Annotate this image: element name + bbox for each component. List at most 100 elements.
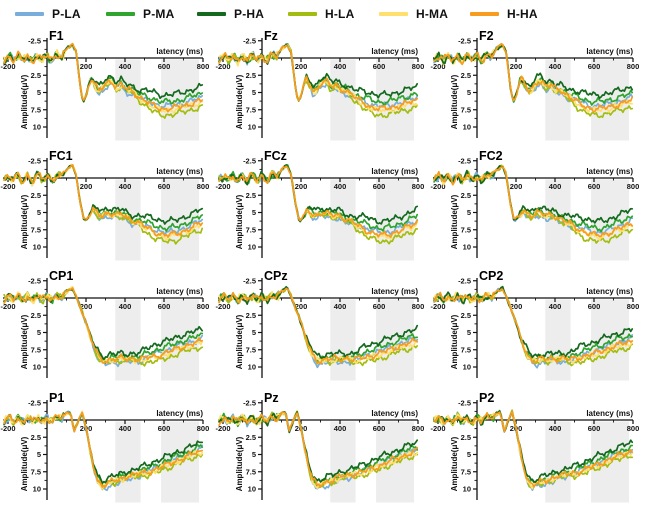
svg-text:5: 5 <box>37 328 41 337</box>
panel-Fz: -200 200 400 600 800 -2.5 2.5 5 7.5 10 latency (ms… <box>215 28 430 148</box>
waveform-P-HA <box>3 164 204 225</box>
svg-text:200: 200 <box>80 182 93 191</box>
svg-text:2.5: 2.5 <box>246 191 256 200</box>
svg-text:600: 600 <box>373 182 386 191</box>
svg-text:10: 10 <box>248 123 256 132</box>
svg-text:5: 5 <box>467 208 471 217</box>
y-axis-title: Amplitude(μV) <box>20 436 29 491</box>
svg-text:400: 400 <box>119 62 132 71</box>
waveform-H-HA <box>3 42 204 113</box>
panel-FC1: -200 200 400 600 800 -2.5 2.5 5 7.5 10 latency (ms… <box>0 148 215 268</box>
svg-text:-200: -200 <box>0 182 15 191</box>
svg-text:-2.5: -2.5 <box>458 398 471 407</box>
svg-text:-200: -200 <box>215 424 230 433</box>
tick-labels: -200 200 400 600 800 -2.5 2.5 5 7.5 10 <box>215 276 424 371</box>
panel-FC2: -200 200 400 600 800 -2.5 2.5 5 7.5 10 latency (ms… <box>430 148 655 268</box>
panel-title: CP1 <box>49 269 73 283</box>
waveform-H-HA <box>433 410 634 488</box>
svg-text:-200: -200 <box>0 302 15 311</box>
waveform-H-HA <box>433 166 634 238</box>
tick-labels: -200 200 400 600 800 -2.5 2.5 5 7.5 10 <box>215 36 424 131</box>
svg-text:400: 400 <box>334 424 347 433</box>
svg-text:7.5: 7.5 <box>31 105 41 114</box>
legend-line-swatch <box>15 12 44 16</box>
svg-text:-2.5: -2.5 <box>458 36 471 45</box>
tick-labels: -200 200 400 600 800 -2.5 2.5 5 7.5 10 <box>0 156 209 251</box>
svg-text:-200: -200 <box>0 424 15 433</box>
y-axis-title: Amplitude(μV) <box>450 314 459 369</box>
svg-text:800: 800 <box>627 424 640 433</box>
panel-title: F1 <box>49 29 64 43</box>
x-axis-title: latency (ms) <box>586 409 633 418</box>
svg-text:-200: -200 <box>430 62 445 71</box>
svg-text:400: 400 <box>119 182 132 191</box>
svg-text:7.5: 7.5 <box>461 345 471 354</box>
panel-Pz: -200 200 400 600 800 -2.5 2.5 5 7.5 10 latency (ms… <box>215 390 430 511</box>
svg-text:7.5: 7.5 <box>461 467 471 476</box>
panel-plot-F1: -200 200 400 600 800 -2.5 2.5 5 7.5 10 latency (ms… <box>0 29 209 141</box>
svg-text:7.5: 7.5 <box>31 467 41 476</box>
panel-F1: -200 200 400 600 800 -2.5 2.5 5 7.5 10 latency (ms… <box>0 28 215 148</box>
y-axis-title: Amplitude(μV) <box>235 314 244 369</box>
highlight-window <box>330 421 356 503</box>
waveform-H-HA <box>3 411 204 488</box>
svg-text:800: 800 <box>627 62 640 71</box>
svg-text:200: 200 <box>510 62 523 71</box>
y-axis-title: Amplitude(μV) <box>235 436 244 491</box>
svg-text:400: 400 <box>549 62 562 71</box>
panel-plot-CPz: -200 200 400 600 800 -2.5 2.5 5 7.5 10 latency (ms… <box>215 269 424 381</box>
highlight-window <box>545 421 571 503</box>
panel-P1: -200 200 400 600 800 -2.5 2.5 5 7.5 10 latency (ms… <box>0 390 215 511</box>
waveform-P-HA <box>218 410 419 483</box>
x-axis-title: latency (ms) <box>156 47 203 56</box>
svg-text:200: 200 <box>295 62 308 71</box>
panel-title: FC1 <box>49 149 73 163</box>
svg-text:600: 600 <box>158 302 171 311</box>
svg-text:7.5: 7.5 <box>246 345 256 354</box>
svg-text:600: 600 <box>588 424 601 433</box>
y-axis-title: Amplitude(μV) <box>20 314 29 369</box>
legend-line-swatch <box>379 12 408 16</box>
x-axis-title: latency (ms) <box>586 47 633 56</box>
waveform-H-HA <box>218 411 419 488</box>
highlight-window <box>330 299 356 381</box>
svg-text:200: 200 <box>510 182 523 191</box>
svg-text:5: 5 <box>37 88 41 97</box>
svg-text:5: 5 <box>252 88 256 97</box>
svg-text:200: 200 <box>80 302 93 311</box>
waveform-H-HA <box>3 287 204 364</box>
svg-text:5: 5 <box>252 208 256 217</box>
x-axis-title: latency (ms) <box>371 47 418 56</box>
svg-text:600: 600 <box>158 62 171 71</box>
highlight-window <box>330 59 356 141</box>
legend-line-swatch <box>288 12 317 16</box>
svg-text:5: 5 <box>467 450 471 459</box>
svg-text:800: 800 <box>412 424 425 433</box>
legend-line-swatch <box>106 12 135 16</box>
svg-text:400: 400 <box>549 182 562 191</box>
highlight-window <box>115 59 141 141</box>
svg-text:400: 400 <box>549 302 562 311</box>
waveform-H-HA <box>218 165 419 238</box>
legend-item-H-MA: H-MA <box>379 7 470 21</box>
panel-title: Fz <box>264 29 278 43</box>
tick-labels: -200 200 400 600 800 -2.5 2.5 5 7.5 10 <box>430 276 639 371</box>
svg-text:600: 600 <box>373 62 386 71</box>
svg-text:200: 200 <box>295 302 308 311</box>
svg-text:-2.5: -2.5 <box>28 276 41 285</box>
svg-text:2.5: 2.5 <box>461 311 471 320</box>
svg-text:-200: -200 <box>215 302 230 311</box>
panel-grid: -200 200 400 600 800 -2.5 2.5 5 7.5 10 latency (ms… <box>0 28 655 511</box>
svg-text:7.5: 7.5 <box>461 225 471 234</box>
svg-text:400: 400 <box>334 302 347 311</box>
waveform-P-HA <box>433 165 634 224</box>
waveform-P-HA <box>433 44 634 102</box>
panel-title: CP2 <box>479 269 503 283</box>
svg-text:7.5: 7.5 <box>246 225 256 234</box>
waveform-H-HA <box>433 288 634 364</box>
highlight-window <box>545 299 571 381</box>
waveform-P-HA <box>218 43 419 102</box>
svg-text:7.5: 7.5 <box>246 467 256 476</box>
